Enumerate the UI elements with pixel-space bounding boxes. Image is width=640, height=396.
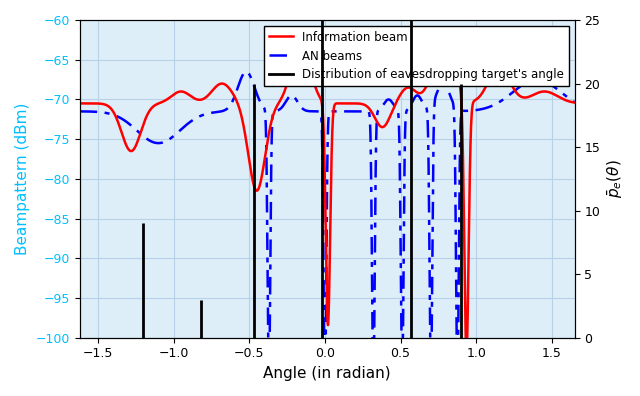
Information beam [445,50,453,55]
Information beam [166,95,173,100]
AN beams [166,137,173,141]
Information beam [483,82,491,87]
Y-axis label: Beampattern (dBm): Beampattern (dBm) [15,103,30,255]
AN beams [398,335,406,340]
AN beams [483,105,491,110]
Information beam [462,335,470,340]
AN beams [76,109,83,114]
Legend: Information beam, AN beams, Distribution of eavesdropping target's angle: Information beam, AN beams, Distribution… [264,26,569,86]
Information beam [398,90,406,95]
X-axis label: Angle (in radian): Angle (in radian) [264,366,391,381]
Information beam [297,38,305,42]
AN beams [373,118,381,123]
Information beam [265,131,273,136]
Line: AN beams: AN beams [79,72,575,338]
Information beam [373,119,381,124]
AN beams [264,335,272,340]
AN beams [445,91,453,95]
AN beams [243,69,250,74]
AN beams [571,100,579,105]
Y-axis label: $\bar{p}_e(\theta)$: $\bar{p}_e(\theta)$ [606,160,625,198]
AN beams [265,335,273,340]
Line: Information beam: Information beam [79,40,575,338]
Information beam [76,101,83,106]
Information beam [571,100,579,105]
